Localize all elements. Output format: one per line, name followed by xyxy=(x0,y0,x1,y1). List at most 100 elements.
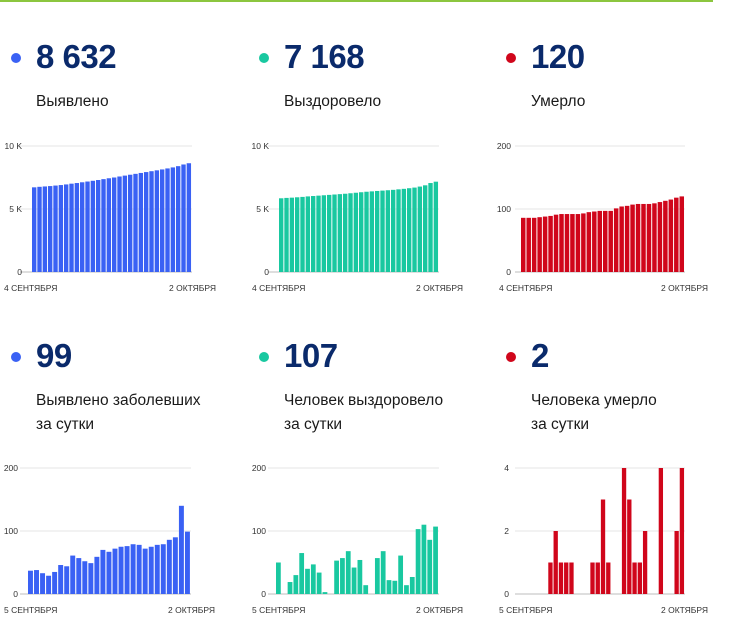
bar xyxy=(64,184,69,272)
bar xyxy=(32,187,37,272)
bar xyxy=(70,555,76,594)
bar xyxy=(82,561,88,594)
bar xyxy=(90,180,96,272)
bar xyxy=(117,176,122,272)
bar xyxy=(42,186,48,272)
bar xyxy=(364,191,369,272)
bar xyxy=(133,173,138,272)
bar xyxy=(136,544,142,594)
x-tick-label-first: 5 СЕНТЯБРЯ xyxy=(4,605,57,615)
bar xyxy=(369,191,375,272)
detected-daily-dot-icon xyxy=(11,352,21,362)
died-daily-label-line-2: за сутки xyxy=(531,416,590,433)
bar xyxy=(603,210,608,272)
y-tick-label: 100 xyxy=(4,526,18,536)
bar xyxy=(374,558,380,594)
bar xyxy=(138,172,144,272)
bar xyxy=(76,558,82,594)
x-tick-label-first: 5 СЕНТЯБРЯ xyxy=(499,605,552,615)
bar xyxy=(58,565,64,594)
bar xyxy=(148,546,154,594)
x-tick-label-last: 2 ОКТЯБРЯ xyxy=(169,283,216,293)
bar xyxy=(380,551,386,594)
bar xyxy=(299,553,305,594)
bar xyxy=(391,189,396,272)
y-tick-label: 4 xyxy=(504,463,509,473)
bar xyxy=(106,178,112,272)
bar xyxy=(412,187,417,272)
bar xyxy=(130,544,136,594)
bar xyxy=(553,214,559,272)
bar xyxy=(154,170,160,272)
bar xyxy=(385,190,391,272)
y-tick-label: 5 K xyxy=(256,204,269,214)
bar xyxy=(570,214,575,272)
bar xyxy=(88,563,94,594)
bar xyxy=(46,575,52,594)
bar xyxy=(592,211,597,272)
bar xyxy=(316,195,321,272)
x-tick-label-last: 2 ОКТЯБРЯ xyxy=(661,283,708,293)
bar xyxy=(166,539,172,594)
bar xyxy=(386,580,392,594)
bar xyxy=(363,585,369,594)
bar xyxy=(144,172,149,272)
bar xyxy=(398,555,404,594)
detected-dot-icon xyxy=(11,53,21,63)
detected-daily-label-line-2: за сутки xyxy=(36,416,95,433)
bar xyxy=(334,560,339,594)
bar xyxy=(630,204,635,272)
bar xyxy=(53,185,58,272)
x-tick-label-last: 2 ОКТЯБРЯ xyxy=(661,605,708,615)
bar xyxy=(548,215,553,272)
recovered-value: 7 168 xyxy=(284,38,365,75)
bar xyxy=(37,186,42,272)
bar xyxy=(526,217,531,272)
bar xyxy=(590,562,595,594)
bar xyxy=(674,197,679,272)
bar xyxy=(311,196,316,272)
bar xyxy=(531,217,537,272)
bar xyxy=(559,214,564,272)
bar xyxy=(621,468,627,594)
bar xyxy=(176,166,181,272)
bar xyxy=(401,188,407,272)
bar xyxy=(305,196,311,272)
bar xyxy=(28,570,33,594)
y-tick-label: 10 K xyxy=(5,141,23,151)
bar xyxy=(178,505,184,594)
bar xyxy=(101,179,106,272)
bar xyxy=(407,188,412,272)
bar xyxy=(657,202,663,272)
bar xyxy=(343,193,348,272)
bar xyxy=(600,499,606,594)
bar xyxy=(160,169,165,272)
bar xyxy=(74,183,80,272)
bar xyxy=(85,181,90,272)
died-daily-label-line-1: Человека умерло xyxy=(531,392,657,409)
bar xyxy=(279,198,284,272)
y-tick-label: 100 xyxy=(497,204,511,214)
bar xyxy=(94,556,100,594)
bar xyxy=(186,163,192,272)
bar xyxy=(69,183,74,272)
bar xyxy=(433,181,439,272)
bar xyxy=(300,196,305,272)
bar xyxy=(663,200,668,272)
bar xyxy=(40,573,46,594)
bar xyxy=(149,171,154,272)
bar xyxy=(170,167,176,272)
bar xyxy=(627,499,632,594)
x-tick-label-first: 4 СЕНТЯБРЯ xyxy=(252,283,305,293)
bar xyxy=(327,194,332,272)
bar xyxy=(569,562,574,594)
bar xyxy=(181,164,186,272)
bar xyxy=(542,216,548,272)
bar xyxy=(417,186,423,272)
bar xyxy=(124,546,130,594)
bar xyxy=(658,468,664,594)
bar xyxy=(537,217,542,272)
bar xyxy=(652,203,657,272)
bar xyxy=(80,182,85,272)
detected-label-line-1: Выявлено xyxy=(36,93,109,110)
